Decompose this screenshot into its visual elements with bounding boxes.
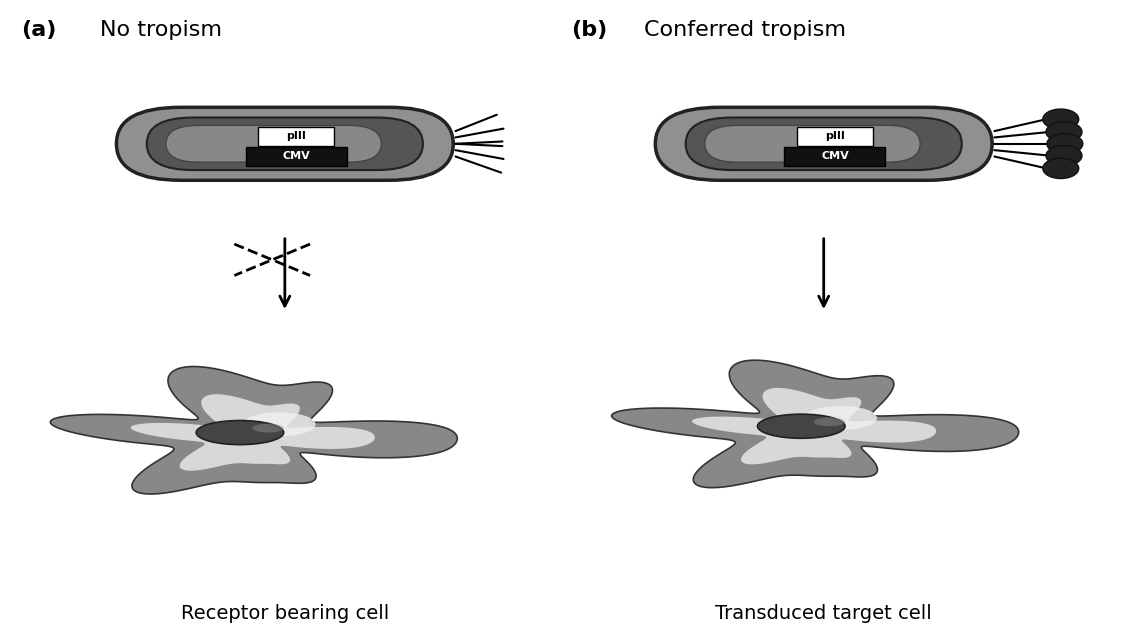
Circle shape [1046,122,1082,142]
Text: pIII: pIII [824,131,845,141]
Text: (b): (b) [571,20,607,40]
Polygon shape [51,367,457,494]
Ellipse shape [243,412,316,437]
Ellipse shape [196,421,284,444]
Text: CMV: CMV [283,152,310,161]
Text: pIII: pIII [286,131,307,141]
FancyBboxPatch shape [705,125,921,162]
Circle shape [1047,134,1082,154]
FancyBboxPatch shape [147,118,423,170]
Polygon shape [692,388,936,464]
Circle shape [1043,109,1079,129]
Polygon shape [612,360,1019,487]
FancyBboxPatch shape [258,127,335,146]
Text: Transduced target cell: Transduced target cell [715,604,932,623]
FancyBboxPatch shape [166,125,381,162]
Circle shape [1043,158,1079,179]
FancyBboxPatch shape [116,107,454,180]
Text: Receptor bearing cell: Receptor bearing cell [181,604,389,623]
Ellipse shape [813,417,845,426]
Text: Conferred tropism: Conferred tropism [644,20,846,40]
Ellipse shape [758,414,845,439]
Circle shape [1046,145,1082,166]
Ellipse shape [252,424,284,433]
FancyBboxPatch shape [785,147,886,166]
FancyBboxPatch shape [245,147,346,166]
FancyBboxPatch shape [796,127,873,146]
FancyBboxPatch shape [685,118,961,170]
Text: No tropism: No tropism [100,20,222,40]
Ellipse shape [804,406,877,430]
Text: (a): (a) [21,20,57,40]
Polygon shape [131,394,374,471]
Text: CMV: CMV [821,152,848,161]
FancyBboxPatch shape [655,107,992,180]
